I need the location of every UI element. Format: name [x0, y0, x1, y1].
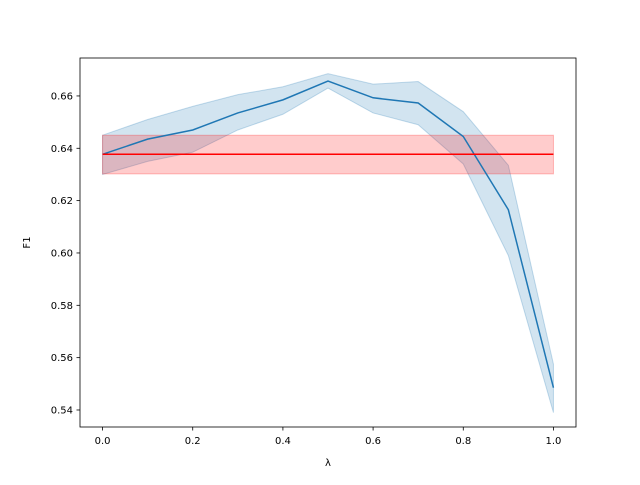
- series-1-line: [102, 80, 555, 388]
- y-tick-label: 0.58: [51, 301, 73, 312]
- y-axis: 0.54 0.56 0.58 0.60 0.62 0.64 0.66: [51, 91, 80, 416]
- y-tick-label: 0.60: [51, 248, 73, 259]
- x-tick-label: 0.2: [185, 436, 201, 447]
- y-axis-label: F1: [22, 236, 33, 248]
- x-tick-label: 0.4: [275, 436, 291, 447]
- x-tick-label: 0.0: [95, 436, 111, 447]
- series-1-band: [102, 73, 554, 413]
- y-tick-label: 0.54: [51, 405, 73, 416]
- y-tick-label: 0.56: [51, 353, 73, 364]
- x-tick-label: 0.6: [365, 436, 381, 447]
- y-tick-label: 0.66: [51, 91, 73, 102]
- x-axis-label: λ: [325, 458, 331, 469]
- x-tick-label: 1.0: [546, 436, 562, 447]
- plot-frame: [79, 57, 577, 428]
- y-tick-label: 0.64: [51, 144, 73, 155]
- x-axis: 0.0 0.2 0.4 0.6 0.8 1.0: [95, 427, 562, 447]
- y-tick-label: 0.62: [51, 196, 73, 207]
- x-tick-label: 0.8: [455, 436, 471, 447]
